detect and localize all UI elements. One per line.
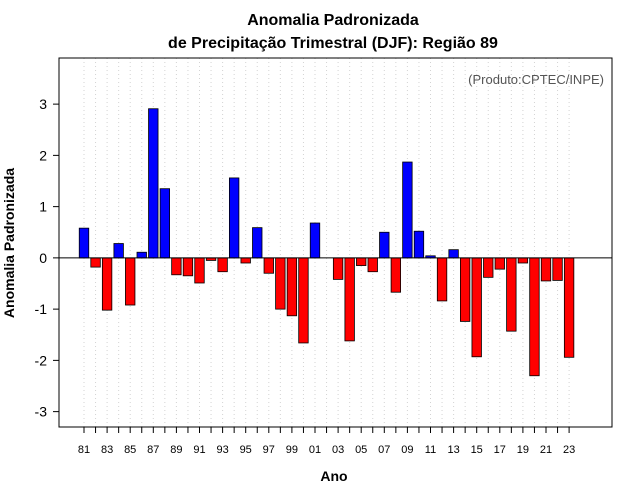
bar-04 xyxy=(344,257,355,342)
x-axis: 81 83 85 87 89 91 93 95 97 99 01 03 05 07 09 11 13 15 17 19… xyxy=(78,427,575,456)
bar-93 xyxy=(217,257,228,273)
bar-83 xyxy=(101,257,113,311)
bar-16 xyxy=(483,257,494,278)
bar-06 xyxy=(367,257,378,273)
x-tick-label: 87 xyxy=(147,444,159,456)
x-tick-label: 15 xyxy=(471,444,483,456)
chart-title: Anomalia Padronizada xyxy=(247,12,419,29)
x-tick-label: 81 xyxy=(78,444,90,456)
bar-21 xyxy=(540,257,552,282)
bar-89 xyxy=(171,257,182,276)
y-tick-label: -3 xyxy=(35,404,48,420)
bar-95 xyxy=(240,257,251,264)
x-tick-label: 23 xyxy=(563,444,575,456)
y-tick-label: 1 xyxy=(39,199,47,215)
bar-94 xyxy=(228,177,240,259)
chart-subtitle: de Precipitação Trimestral (DJF): Região… xyxy=(168,35,498,52)
bar-12 xyxy=(436,257,448,302)
bar-23 xyxy=(563,257,575,358)
x-tick-label: 17 xyxy=(494,444,506,456)
x-tick-label: 07 xyxy=(378,444,390,456)
x-tick-label: 97 xyxy=(263,444,275,456)
bar-20 xyxy=(529,257,540,377)
y-tick-label: 2 xyxy=(39,147,47,163)
bar-85 xyxy=(125,257,136,306)
y-tick-label: 3 xyxy=(39,96,47,112)
x-tick-label: 89 xyxy=(170,444,182,456)
bar-13 xyxy=(448,249,459,259)
y-axis: -3 -2 -1 0 1 2 3 xyxy=(35,96,59,420)
bar-98 xyxy=(275,257,286,310)
y-tick-label: -2 xyxy=(35,352,48,368)
y-tick-label: 0 xyxy=(39,250,47,266)
x-axis-title: Ano xyxy=(320,468,347,484)
x-tick-label: 09 xyxy=(401,444,413,456)
x-tick-label: 91 xyxy=(193,444,205,456)
bar-19 xyxy=(517,257,529,264)
bars xyxy=(78,108,575,377)
bar-86 xyxy=(136,251,147,259)
x-tick-label: 85 xyxy=(124,444,136,456)
bar-82 xyxy=(90,257,101,268)
x-tick-label: 13 xyxy=(447,444,459,456)
bar-01 xyxy=(309,222,321,259)
bar-90 xyxy=(182,257,194,277)
y-tick-label: -1 xyxy=(35,301,48,317)
bar-87 xyxy=(148,108,159,259)
bar-08 xyxy=(390,257,402,293)
bar-10 xyxy=(413,230,425,259)
bar-18 xyxy=(506,257,517,332)
bar-09 xyxy=(402,161,413,259)
bar-15 xyxy=(471,257,482,358)
y-axis-title: Anomalia Padronizada xyxy=(1,168,17,318)
bar-17 xyxy=(494,257,505,270)
x-tick-label: 99 xyxy=(286,444,298,456)
x-tick-label: 01 xyxy=(309,444,321,456)
bar-22 xyxy=(552,257,563,281)
bar-07 xyxy=(379,231,390,259)
bar-97 xyxy=(263,257,274,274)
x-tick-label: 05 xyxy=(355,444,367,456)
x-tick-label: 21 xyxy=(540,444,552,456)
credit-text: (Produto:CPTEC/INPE) xyxy=(468,72,604,87)
bar-91 xyxy=(194,257,205,284)
bar-96 xyxy=(252,227,263,259)
bar-84 xyxy=(113,243,124,259)
x-tick-label: 19 xyxy=(517,444,529,456)
bar-81 xyxy=(78,227,90,259)
bar-00 xyxy=(298,257,309,344)
bar-99 xyxy=(286,257,298,317)
x-tick-label: 03 xyxy=(332,444,344,456)
bar-88 xyxy=(159,188,171,259)
plot-frame xyxy=(58,57,613,428)
x-tick-label: 83 xyxy=(101,444,113,456)
bar-14 xyxy=(459,257,471,322)
x-tick-label: 93 xyxy=(216,444,228,456)
bar-03 xyxy=(332,257,344,280)
bar-05 xyxy=(356,257,367,266)
x-tick-label: 11 xyxy=(425,444,436,456)
x-tick-label: 95 xyxy=(240,444,252,456)
